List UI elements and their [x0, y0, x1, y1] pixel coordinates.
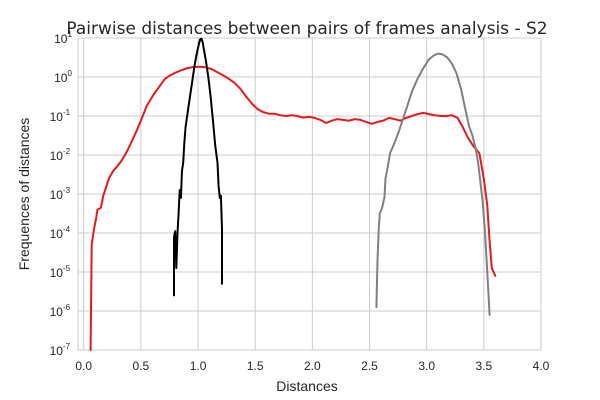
x-tick-label: 4.0	[533, 359, 550, 373]
x-axis-label: Distances	[276, 378, 337, 394]
plot-frame	[77, 37, 542, 351]
y-tick-label: 10-5	[50, 264, 71, 280]
y-tick-label: 10-7	[50, 342, 71, 358]
series-layer	[89, 37, 497, 351]
y-tick-label: 101	[54, 30, 72, 46]
grid	[78, 37, 542, 351]
x-tick-label: 1.0	[190, 359, 207, 373]
y-axis-ticks: 101 100 10-1 10-2 10-3 10-4 10-5 10-6 10-7	[50, 30, 73, 358]
x-tick-label: 0.5	[133, 359, 150, 373]
y-tick-label: 10-3	[50, 186, 71, 202]
chart-title: Pairwise distances between pairs of fram…	[66, 19, 547, 39]
y-tick-label: 100	[54, 69, 72, 85]
series-line-1	[89, 65, 497, 351]
x-axis-ticks: 0.0 0.5 1.0 1.5 2.0 2.5 3.0 3.5 4.0	[75, 359, 549, 373]
series-line-2	[173, 37, 223, 297]
y-axis-label: Frequences of distances	[16, 118, 32, 271]
y-tick-label: 10-4	[50, 225, 71, 241]
y-tick-label: 10-2	[50, 147, 71, 163]
y-tick-label: 10-1	[50, 108, 71, 124]
y-tick-label: 10-6	[50, 303, 71, 319]
x-tick-label: 0.0	[75, 359, 92, 373]
x-tick-label: 1.5	[247, 359, 264, 373]
series-line-3	[375, 52, 491, 316]
x-tick-label: 3.5	[475, 359, 492, 373]
x-tick-label: 2.5	[361, 359, 378, 373]
x-tick-label: 3.0	[418, 359, 435, 373]
x-tick-label: 2.0	[304, 359, 321, 373]
